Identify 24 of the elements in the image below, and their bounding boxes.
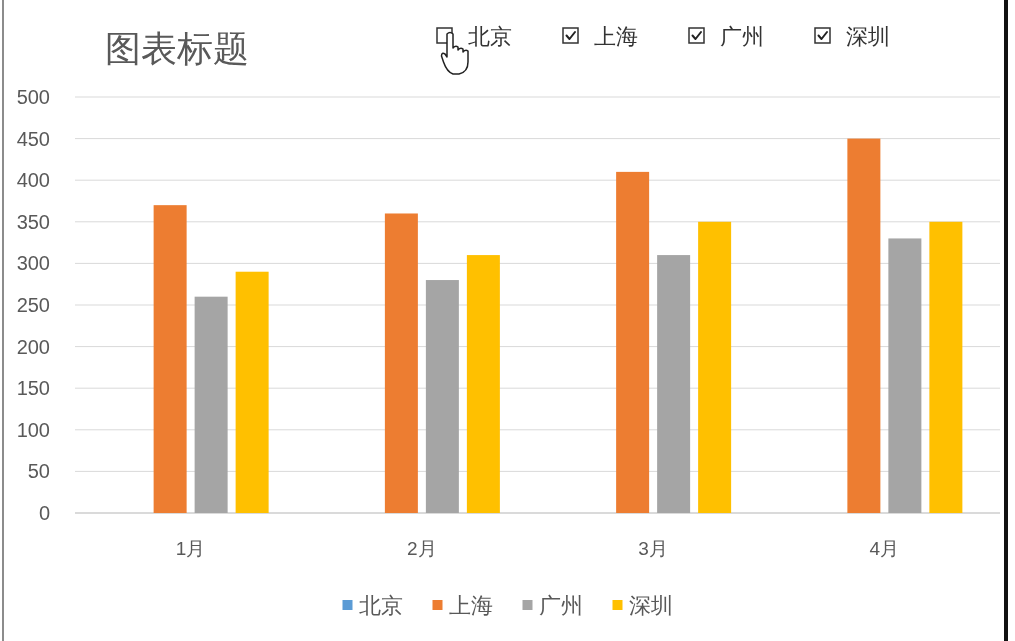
y-tick-label: 350 xyxy=(16,210,50,233)
y-tick-label: 250 xyxy=(16,294,50,316)
y-tick-label: 0 xyxy=(38,502,50,524)
x-tick-label: 1月 xyxy=(175,537,206,559)
checkbox-label: 深圳 xyxy=(846,23,890,49)
legend-label: 北京 xyxy=(358,592,403,618)
legend-label: 广州 xyxy=(538,592,583,618)
x-tick-label: 2月 xyxy=(407,537,437,559)
checkbox-label: 上海 xyxy=(594,23,638,49)
checkbox-label: 北京 xyxy=(468,23,512,49)
y-tick-label: 150 xyxy=(16,377,50,400)
x-tick-label: 3月 xyxy=(638,537,668,559)
legend-label: 上海 xyxy=(448,592,493,618)
legend-label: 深圳 xyxy=(628,592,673,618)
y-tick-label: 500 xyxy=(16,86,50,108)
y-tick-label: 400 xyxy=(16,169,50,192)
y-tick-label: 100 xyxy=(16,418,50,441)
y-tick-label: 450 xyxy=(16,127,50,150)
checkbox-label: 广州 xyxy=(720,23,764,49)
y-tick-label: 50 xyxy=(27,460,50,483)
y-tick-label: 200 xyxy=(16,335,50,358)
title: 图表标题 xyxy=(105,27,249,69)
y-tick-label: 300 xyxy=(16,252,50,275)
x-tick-label: 4月 xyxy=(869,537,900,559)
